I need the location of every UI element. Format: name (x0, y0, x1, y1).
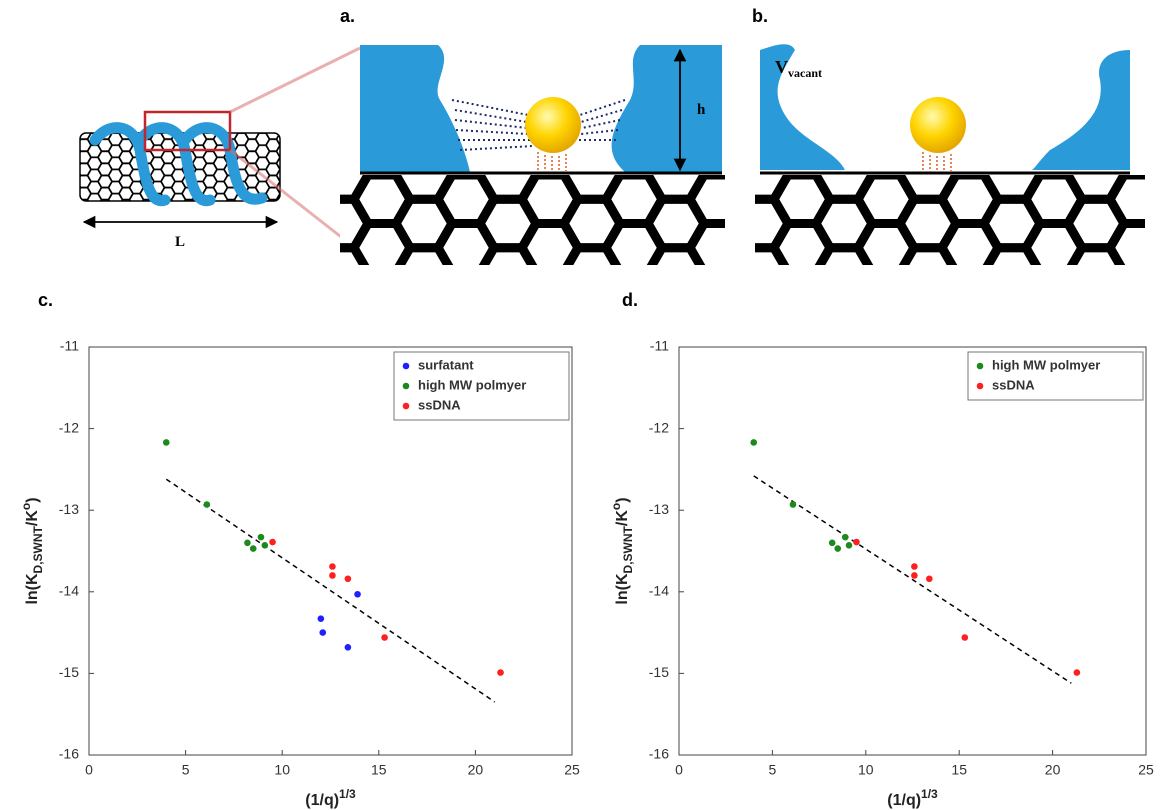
data-point (250, 545, 257, 552)
legend-label: ssDNA (418, 397, 461, 412)
y-label-part: o (609, 503, 623, 510)
data-point (497, 669, 504, 676)
x-label-sup: 1/3 (339, 787, 356, 801)
figure: L h Vvacant a. b. c. d. 0 5 10 15 20 25 -11 -12… (0, 0, 1160, 810)
panel-a-diagram: h (340, 45, 725, 265)
y-tick-label: -15 (649, 664, 669, 680)
volume-subscript: vacant (788, 66, 822, 80)
y-tick-label: -13 (59, 501, 79, 517)
legend-label: surfatant (418, 357, 474, 372)
panel-label: a. (340, 6, 355, 26)
data-point (829, 540, 836, 547)
page: L h Vvacant a. b. c. d. 0 5 10 15 20 25 -11 -12… (0, 0, 1160, 810)
height-label: h (697, 102, 706, 118)
legend-marker (403, 403, 410, 410)
legend-marker (977, 383, 984, 390)
y-tick-label: -12 (59, 419, 79, 435)
data-point (926, 575, 933, 582)
data-point (345, 575, 352, 582)
x-tick-label: 5 (182, 762, 190, 778)
data-point (269, 539, 276, 546)
x-tick-label: 15 (951, 762, 967, 778)
x-axis-label: (1/q)1/3 (305, 787, 356, 809)
panel-label: d. (622, 290, 638, 310)
data-point (853, 539, 860, 546)
volume-label: Vvacant (775, 57, 822, 80)
y-tick-label: -11 (650, 338, 669, 354)
legend-label: high MW polmyer (992, 357, 1100, 372)
legend-marker (403, 363, 410, 370)
y-axis-label: ln(KD,SWNT/Ko) (19, 497, 45, 604)
y-tick-label: -12 (649, 419, 669, 435)
x-tick-label: 5 (769, 762, 777, 778)
y-label-part: o (19, 503, 33, 510)
y-tick-label: -16 (649, 746, 669, 762)
data-point (842, 534, 849, 541)
data-point (258, 534, 265, 541)
data-point (790, 501, 797, 508)
panel-b-diagram: Vvacant (755, 44, 1145, 265)
data-point (834, 545, 841, 552)
data-point (750, 439, 757, 446)
y-label-part: D,SWNT (31, 525, 45, 573)
plot-frame (679, 347, 1146, 755)
legend-marker (403, 383, 410, 390)
x-tick-label: 20 (1045, 762, 1061, 778)
y-tick-label: -13 (649, 501, 669, 517)
data-point (381, 634, 388, 641)
data-point (262, 542, 269, 549)
x-label-sup: 1/3 (921, 787, 938, 801)
data-point (329, 563, 336, 570)
y-axis-label: ln(KD,SWNT/Ko) (609, 497, 635, 604)
data-point (846, 542, 853, 549)
y-tick-label: -14 (649, 583, 669, 599)
x-tick-label: 0 (85, 762, 93, 778)
x-tick-label: 20 (468, 762, 484, 778)
x-tick-label: 0 (675, 762, 683, 778)
data-point (911, 572, 918, 579)
x-tick-label: 10 (858, 762, 874, 778)
fit-line (754, 476, 1072, 683)
x-label-text: (1/q) (305, 792, 339, 809)
y-tick-label: -15 (59, 664, 79, 680)
y-tick-label: -16 (59, 746, 79, 762)
fit-line (166, 479, 494, 702)
x-tick-label: 15 (371, 762, 387, 778)
panel-label: b. (752, 6, 768, 26)
y-label-part: ) (614, 497, 631, 502)
legend-marker (977, 363, 984, 370)
data-point (345, 644, 352, 651)
y-label-part: ) (24, 497, 41, 502)
y-label-part: /K (614, 510, 631, 526)
volume-symbol: V (775, 57, 788, 77)
data-point (1074, 669, 1081, 676)
data-point (244, 540, 251, 547)
data-point (911, 563, 918, 570)
data-point (163, 439, 170, 446)
data-point (962, 634, 969, 641)
data-point (354, 591, 361, 598)
panel-label: c. (38, 290, 53, 310)
y-label-part: ln(K (24, 573, 41, 605)
data-point (318, 615, 325, 622)
y-label-part: D,SWNT (621, 525, 635, 573)
y-label-part: /K (24, 510, 41, 526)
data-point (204, 501, 211, 508)
x-axis-label: (1/q)1/3 (887, 787, 938, 809)
legend-label: high MW polmyer (418, 377, 526, 392)
y-tick-label: -11 (60, 338, 79, 354)
x-tick-label: 25 (1138, 762, 1154, 778)
length-label: L (175, 234, 185, 250)
x-tick-label: 10 (274, 762, 290, 778)
data-point (329, 572, 336, 579)
data-point (319, 629, 326, 636)
x-label-text: (1/q) (887, 792, 921, 809)
y-tick-label: -14 (59, 583, 79, 599)
x-tick-label: 25 (564, 762, 580, 778)
y-label-part: ln(K (614, 573, 631, 605)
nanotube-diagram: L (80, 48, 360, 250)
legend-label: ssDNA (992, 377, 1035, 392)
